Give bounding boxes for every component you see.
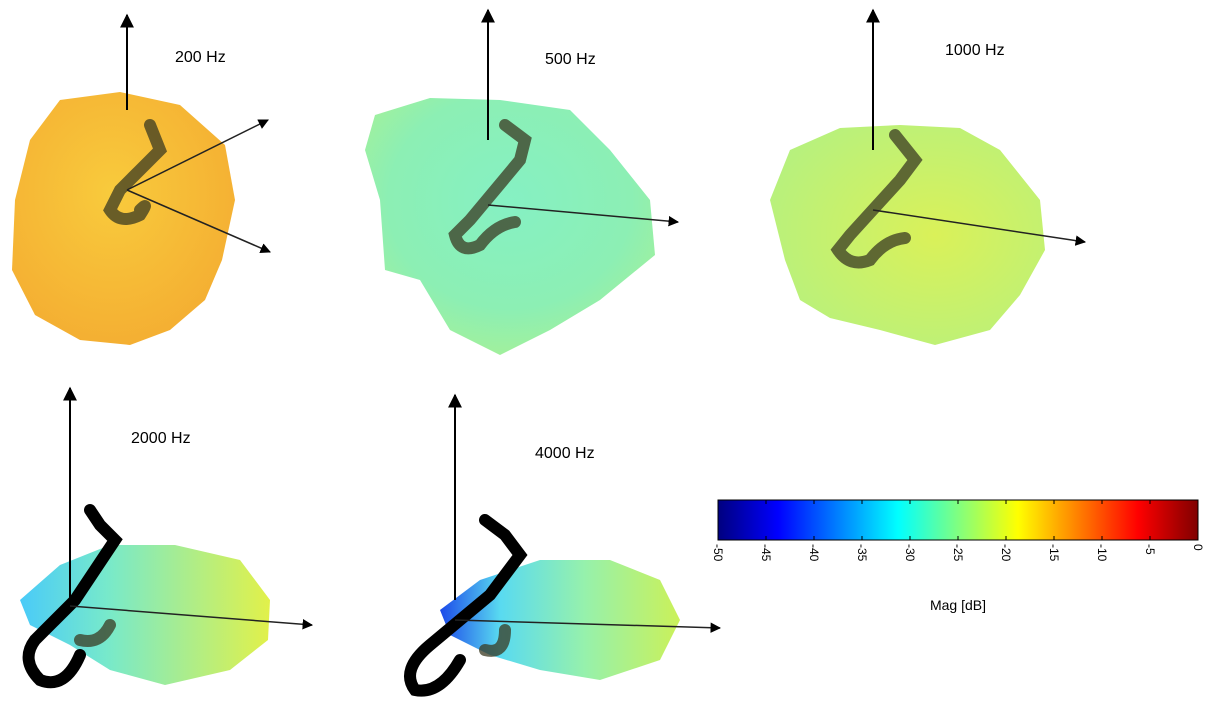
panel-4000: 4000 Hz: [404, 393, 722, 697]
tick-label: -50: [711, 544, 725, 562]
colorbar-label: Mag [dB]: [930, 597, 986, 613]
tick-label: -15: [1047, 544, 1061, 562]
tick-label: -35: [855, 544, 869, 562]
panel-label: 1000 Hz: [945, 42, 1005, 59]
tick-label: -20: [999, 544, 1013, 562]
colorbar-scale: [717, 499, 1199, 541]
tick-label: -45: [759, 544, 773, 562]
tick-label: -40: [807, 544, 821, 562]
panel-label: 2000 Hz: [131, 430, 191, 447]
tick-label: -10: [1095, 544, 1109, 562]
tick-label: -30: [903, 544, 917, 562]
panel-label: 4000 Hz: [535, 445, 595, 462]
panel-label: 500 Hz: [545, 51, 596, 68]
tick-label: 0: [1191, 544, 1205, 551]
panel-label: 200 Hz: [175, 49, 226, 66]
panel-2000: 2000 Hz: [20, 386, 314, 689]
colorbar: Mag [dB] -50 -45 -40 -35 -30 -25 -20 -15 -10 -5 0: [711, 499, 1205, 613]
panel-200: 200 Hz: [12, 13, 271, 345]
panel-1000: 1000 Hz: [770, 8, 1087, 345]
tick-label: -25: [951, 544, 965, 562]
tick-label: -5: [1143, 544, 1157, 555]
panel-500: 500 Hz: [365, 8, 680, 355]
